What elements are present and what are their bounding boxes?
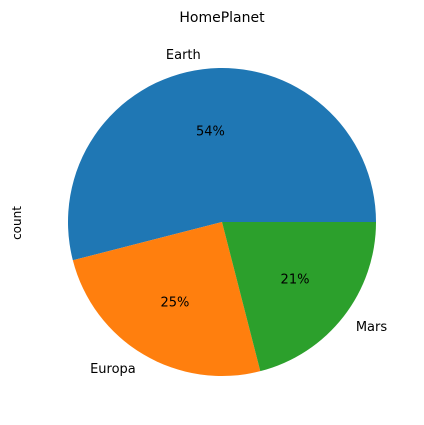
pie-slice-europa bbox=[72, 222, 261, 376]
y-axis-label: count bbox=[10, 206, 24, 240]
pie-label-earth: Earth bbox=[166, 48, 201, 63]
pie-slice-earth bbox=[68, 67, 377, 261]
chart-title: HomePlanet bbox=[179, 10, 265, 26]
pie-pct-mars: 21% bbox=[281, 273, 310, 288]
pie-pct-earth: 54% bbox=[196, 124, 225, 139]
pie-slice-mars bbox=[222, 222, 376, 372]
pie-labels: Earth 54% Europa 25% Mars 21% bbox=[90, 48, 387, 377]
pie-slices bbox=[68, 67, 377, 376]
pie-label-europa: Europa bbox=[90, 362, 136, 377]
pie-label-mars: Mars bbox=[356, 320, 388, 335]
pie-pct-europa: 25% bbox=[161, 296, 190, 311]
